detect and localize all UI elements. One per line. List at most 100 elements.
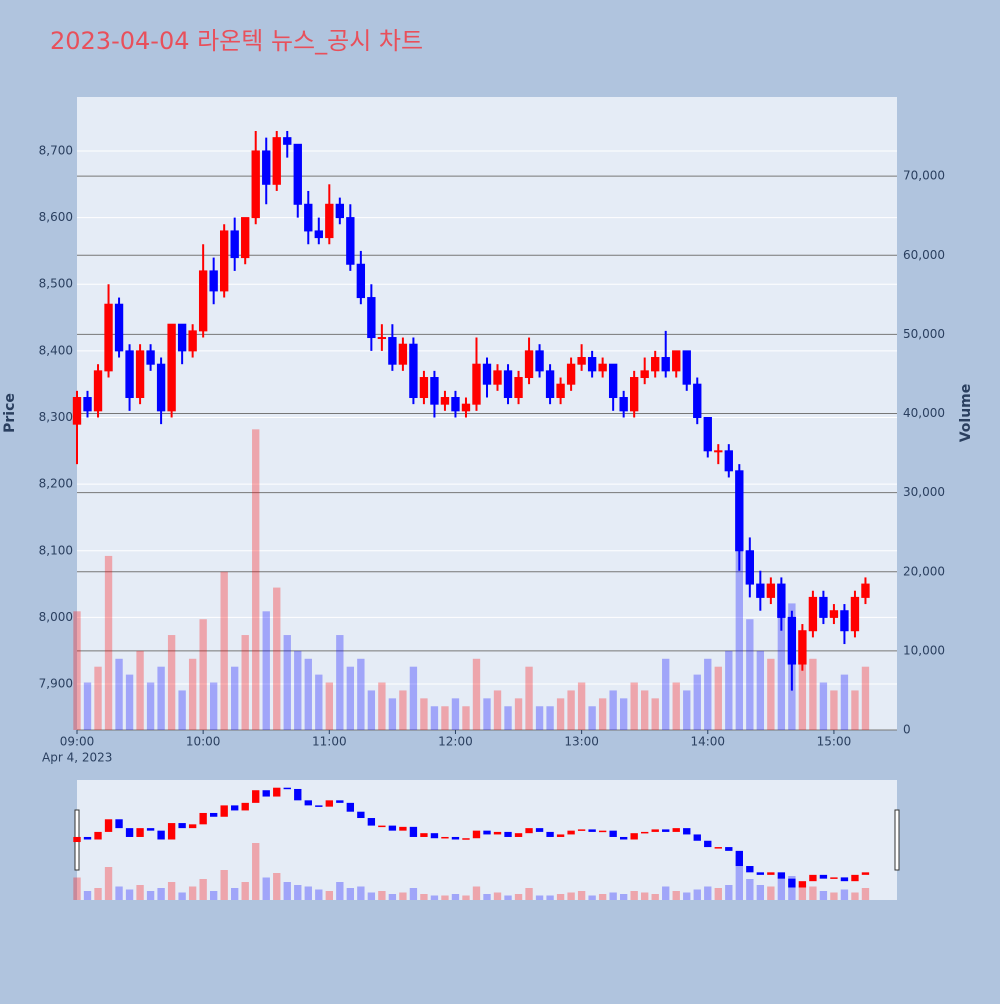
candle-body bbox=[388, 337, 397, 365]
slider-candle bbox=[209, 812, 218, 817]
candle-body bbox=[672, 350, 681, 372]
slider-volume-bar bbox=[252, 843, 260, 900]
candle-body bbox=[83, 397, 92, 412]
slider-candle bbox=[483, 830, 491, 835]
slider-candle bbox=[746, 866, 754, 873]
x-tick-label: 09:00 bbox=[60, 735, 95, 749]
candle-body bbox=[819, 596, 828, 618]
slider-candle bbox=[283, 787, 291, 790]
slider-volume-bar bbox=[598, 894, 607, 900]
slider-candle bbox=[388, 825, 397, 831]
candle-body bbox=[535, 350, 544, 372]
candle-body bbox=[693, 383, 702, 418]
slider-volume-bar bbox=[462, 895, 470, 900]
candle-body bbox=[787, 616, 797, 665]
candle-body bbox=[156, 363, 166, 412]
candle-body bbox=[272, 137, 281, 185]
candle-body bbox=[220, 230, 229, 292]
slider-candle bbox=[840, 877, 849, 882]
slider-candle bbox=[704, 840, 712, 848]
slider-volume-bar bbox=[840, 889, 849, 900]
candle-body bbox=[114, 303, 124, 352]
slider-volume-bar bbox=[73, 877, 81, 900]
slider-volume-bar bbox=[441, 895, 449, 900]
candle-body bbox=[756, 583, 765, 598]
slider-candle bbox=[577, 829, 586, 831]
slider-candle bbox=[619, 836, 628, 840]
volume-bar bbox=[104, 555, 113, 730]
x-tick-label: 14:00 bbox=[690, 735, 725, 749]
slider-candle bbox=[104, 819, 113, 832]
slider-candle bbox=[73, 836, 81, 843]
volume-bar bbox=[451, 698, 460, 730]
slider-volume-bar bbox=[588, 895, 596, 900]
slider-volume-bar bbox=[136, 885, 144, 900]
slider-candle bbox=[598, 830, 607, 833]
volume-bar bbox=[577, 682, 586, 730]
slider-volume-bar bbox=[294, 885, 302, 900]
slider-candle bbox=[788, 878, 796, 888]
candle-body bbox=[577, 357, 586, 365]
slider-volume-bar bbox=[504, 895, 512, 900]
volume-bar bbox=[294, 650, 302, 730]
slider-candle bbox=[725, 847, 733, 851]
volume-bar bbox=[188, 658, 197, 730]
x-date-label: Apr 4, 2023 bbox=[42, 751, 112, 765]
volume-bar bbox=[662, 658, 670, 730]
slider-candle bbox=[609, 830, 617, 837]
volume-bar bbox=[567, 690, 575, 730]
slider-volume-bar bbox=[231, 888, 239, 900]
candle-body bbox=[619, 397, 628, 412]
slider-candle bbox=[777, 872, 786, 879]
slider-volume-bar bbox=[325, 891, 333, 900]
volume-bar bbox=[209, 682, 218, 730]
volume-bar bbox=[283, 635, 291, 730]
candle-body bbox=[93, 370, 103, 412]
y-tick-label: 8,000 bbox=[39, 610, 73, 624]
y-tick-label: 8,200 bbox=[39, 477, 73, 491]
chart-title: 2023-04-04 라온텍 뉴스_공시 차트 bbox=[50, 27, 423, 55]
slider-candle bbox=[125, 828, 134, 837]
slider-volume-bar bbox=[619, 894, 628, 900]
slider-candle bbox=[830, 877, 838, 879]
slider-volume-bar bbox=[283, 882, 291, 900]
slider-candle bbox=[493, 831, 502, 835]
slider-volume-bar bbox=[525, 888, 533, 900]
volume-bar bbox=[441, 706, 449, 730]
volume-bar bbox=[178, 690, 186, 730]
slider-candle bbox=[798, 881, 807, 888]
volume-bar bbox=[651, 698, 659, 730]
volume-bar bbox=[525, 666, 533, 730]
volume-bar bbox=[861, 666, 870, 730]
slider-volume-bar bbox=[409, 888, 418, 900]
slider-volume-bar bbox=[430, 895, 439, 900]
candle-body bbox=[262, 150, 271, 185]
slider-volume-bar bbox=[483, 894, 491, 900]
slider-candle bbox=[178, 823, 186, 829]
slider-candle bbox=[220, 805, 228, 817]
y2-tick-label: 0 bbox=[903, 723, 911, 737]
y2-axis-title: Volume bbox=[958, 384, 974, 443]
volume-bar bbox=[252, 429, 260, 730]
range-slider[interactable] bbox=[77, 780, 897, 900]
volume-bar bbox=[304, 658, 312, 730]
volume-bar bbox=[483, 698, 491, 730]
y2-tick-label: 30,000 bbox=[903, 485, 945, 499]
slider-candle bbox=[451, 836, 460, 840]
slider-volume-bar bbox=[220, 870, 228, 900]
slider-volume-bar bbox=[273, 873, 281, 900]
volume-bar bbox=[735, 492, 743, 730]
range-handle-right[interactable] bbox=[894, 809, 900, 871]
slider-candle bbox=[693, 834, 701, 841]
slider-volume-bar bbox=[546, 895, 554, 900]
slider-candle bbox=[94, 831, 102, 840]
slider-volume-bar bbox=[104, 867, 113, 900]
slider-candle bbox=[136, 828, 144, 837]
candle-body bbox=[651, 357, 660, 372]
candle-body bbox=[598, 363, 607, 372]
volume-bar bbox=[83, 682, 92, 730]
candle-body bbox=[104, 303, 113, 372]
slider-volume-bar bbox=[535, 895, 544, 900]
y-tick-label: 8,700 bbox=[39, 143, 73, 157]
